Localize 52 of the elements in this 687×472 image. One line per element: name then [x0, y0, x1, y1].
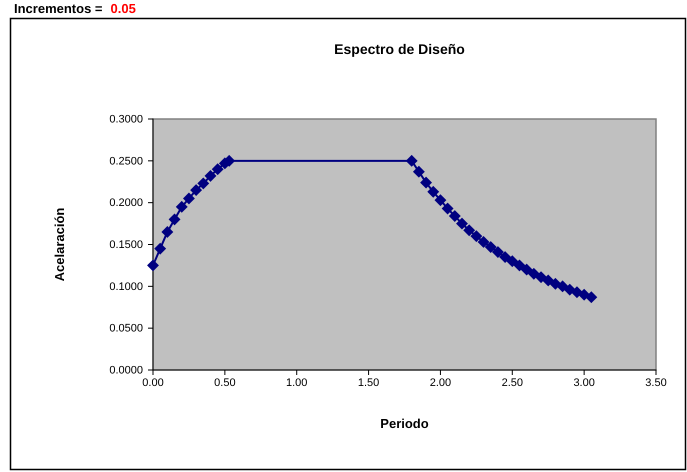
y-tick-label: 0.2000	[109, 197, 143, 210]
point	[190, 184, 202, 196]
y-tick-label: 0.1500	[109, 239, 143, 252]
point	[434, 194, 446, 206]
x-tick-label: 2.50	[502, 376, 523, 389]
point	[556, 280, 569, 292]
point	[182, 192, 195, 204]
point	[154, 242, 166, 255]
y-tick-label: 0.1000	[109, 280, 143, 293]
y-tick-label: 0.3000	[109, 114, 143, 126]
point	[470, 230, 482, 242]
point	[168, 213, 180, 226]
y-tick-label: 0.2500	[109, 155, 143, 168]
point	[427, 186, 440, 198]
text: 0.05	[110, 1, 136, 16]
x-tick-label: 1.50	[358, 376, 380, 389]
point	[535, 271, 547, 284]
point	[585, 291, 598, 304]
x-axis-title: Periodo	[380, 416, 429, 431]
point	[571, 286, 583, 298]
point	[478, 236, 490, 248]
point	[456, 218, 468, 230]
x-tick-label: 0.50	[214, 376, 236, 389]
point	[463, 224, 476, 236]
point	[542, 274, 554, 286]
y-tick-label: 0.0500	[109, 322, 143, 335]
point	[520, 264, 533, 276]
x-tick-label: 2.00	[430, 376, 452, 389]
point	[448, 210, 461, 222]
point	[147, 259, 159, 272]
point	[442, 202, 454, 214]
chart-title: Espectro de Diseño	[334, 41, 465, 57]
point	[499, 251, 512, 263]
point	[514, 259, 526, 272]
y-axis-title: Acelaración	[52, 208, 67, 282]
point	[420, 176, 432, 189]
point	[412, 166, 425, 178]
x-tick-label: 3.50	[645, 376, 667, 389]
point	[176, 200, 188, 213]
text: Incrementos =	[14, 1, 103, 16]
point	[161, 226, 174, 238]
x-tick-label: 1.00	[286, 376, 308, 389]
x-tick-label: 3.00	[573, 376, 595, 389]
point	[197, 177, 210, 190]
point	[492, 246, 504, 258]
point	[406, 154, 418, 167]
point	[212, 163, 224, 176]
point	[484, 241, 497, 253]
point	[204, 170, 216, 182]
point	[506, 255, 518, 268]
y-tick-label: 0.0000	[109, 364, 143, 377]
x-tick-label: 0.00	[142, 376, 164, 389]
